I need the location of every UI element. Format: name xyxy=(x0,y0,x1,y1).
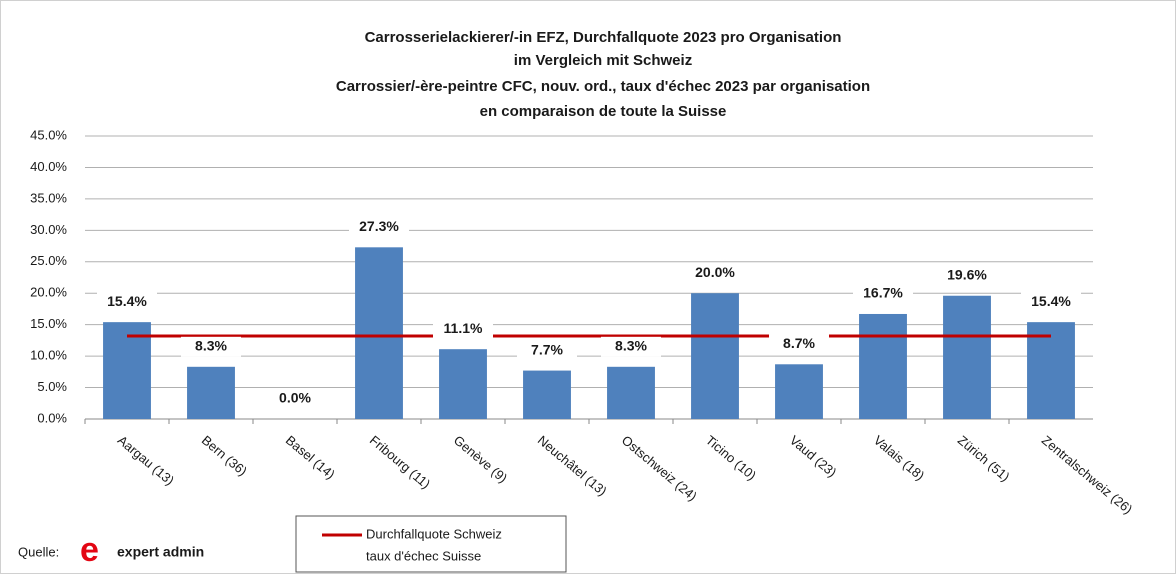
legend-label: taux d'échec Suisse xyxy=(366,548,481,563)
data-label: 15.4% xyxy=(107,293,147,309)
bar xyxy=(775,364,823,419)
data-label: 11.1% xyxy=(444,320,483,336)
y-tick-label: 40.0% xyxy=(30,159,67,174)
y-tick-label: 0.0% xyxy=(37,410,67,425)
bar xyxy=(943,295,991,419)
data-label: 8.3% xyxy=(615,338,647,354)
logo-mark: e xyxy=(80,531,99,569)
data-label-bg xyxy=(349,217,409,238)
y-tick-label: 20.0% xyxy=(30,285,67,300)
data-label-bg xyxy=(685,263,745,284)
y-tick-label: 45.0% xyxy=(30,127,67,142)
data-label-bg xyxy=(97,292,157,313)
data-label-bg xyxy=(601,336,661,357)
data-label-bg xyxy=(769,334,829,355)
bar xyxy=(859,313,907,419)
bar xyxy=(187,366,235,419)
data-label-bg xyxy=(1021,292,1081,313)
bar xyxy=(607,366,655,419)
chart-title: im Vergleich mit Schweiz xyxy=(514,52,692,69)
data-label: 0.0% xyxy=(279,390,311,406)
y-tick-label: 30.0% xyxy=(30,222,67,237)
data-label: 27.3% xyxy=(359,218,399,234)
bar xyxy=(523,370,571,419)
data-label: 7.7% xyxy=(531,341,563,357)
data-label-bg xyxy=(433,319,493,340)
bar xyxy=(691,293,739,419)
bar xyxy=(439,349,487,419)
legend-box xyxy=(295,515,567,573)
data-label: 16.7% xyxy=(863,285,903,301)
y-tick-label: 5.0% xyxy=(37,379,67,394)
data-label-bg xyxy=(265,389,325,409)
data-label: 8.3% xyxy=(195,338,227,354)
chart-title: Carrossier/-ère-peintre CFC, nouv. ord.,… xyxy=(336,78,870,95)
logo-text: expert admin xyxy=(117,544,204,560)
bar xyxy=(103,322,151,419)
y-tick-label: 35.0% xyxy=(30,190,67,205)
y-tick-label: 10.0% xyxy=(30,348,67,363)
data-label: 8.7% xyxy=(783,335,815,351)
data-label-bg xyxy=(937,265,997,286)
data-label: 19.6% xyxy=(947,266,987,282)
bar xyxy=(1027,322,1075,419)
bar xyxy=(355,247,403,419)
data-label-bg xyxy=(181,336,241,357)
y-tick-label: 15.0% xyxy=(30,316,67,331)
data-label: 15.4% xyxy=(1031,293,1071,309)
data-label-bg xyxy=(853,283,913,304)
chart-title: Carrosserielackierer/-in EFZ, Durchfallq… xyxy=(365,29,842,46)
y-tick-label: 25.0% xyxy=(30,253,67,268)
legend-label: Durchfallquote Schweiz xyxy=(366,526,502,541)
data-label: 20.0% xyxy=(695,264,735,280)
source-label: Quelle: xyxy=(18,544,59,559)
data-label-bg xyxy=(517,340,577,361)
chart-title: en comparaison de toute la Suisse xyxy=(480,103,727,120)
